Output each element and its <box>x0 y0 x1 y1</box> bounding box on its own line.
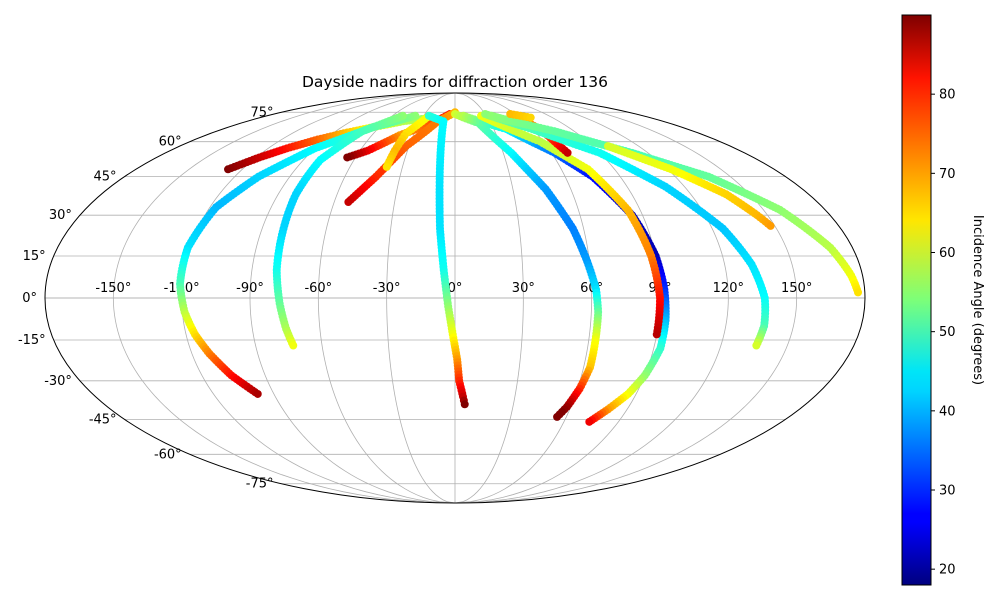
lat-tick-label: -30° <box>44 374 72 389</box>
colorbar-tick-label: 30 <box>939 484 956 499</box>
lat-tick-label: -75° <box>246 477 274 492</box>
lon-tick-label: 30° <box>512 281 535 296</box>
colorbar-tick-label: 40 <box>939 404 956 419</box>
data-point <box>344 198 353 207</box>
lat-tick-label: -45° <box>89 412 117 427</box>
lon-gridline <box>112 93 456 503</box>
colorbar-ticks: 20 30 40 50 60 70 80 <box>931 88 956 578</box>
colorbar-gradient <box>901 14 932 586</box>
lon-tick-label: -90° <box>236 281 264 296</box>
data-point <box>854 288 863 297</box>
colorbar-tick-label: 70 <box>939 167 956 182</box>
data-point <box>563 148 572 157</box>
lon-gridline <box>454 93 798 503</box>
colorbar: 20 30 40 50 60 70 80 Incidence Angle (degrees) <box>901 14 985 586</box>
lon-gridline <box>454 93 729 503</box>
data-point <box>526 113 535 122</box>
scatter-points <box>176 108 863 426</box>
lat-tick-label: -15° <box>18 333 46 348</box>
lon-tick-label: -60° <box>304 281 332 296</box>
lon-tick-label: 120° <box>713 281 744 296</box>
lon-tick-label: 150° <box>781 281 812 296</box>
colorbar-tick-label: 20 <box>939 563 956 578</box>
lat-tick-label: 45° <box>94 170 117 185</box>
data-point <box>253 389 262 398</box>
data-point <box>289 341 298 350</box>
data-point <box>752 341 761 350</box>
map-grid <box>45 93 865 503</box>
lat-tick-label: 15° <box>23 249 46 264</box>
data-point <box>460 400 469 409</box>
lat-tick-label: -60° <box>154 447 182 462</box>
lat-tick-label: 30° <box>49 208 72 223</box>
lat-tick-label: 60° <box>159 135 182 150</box>
data-point <box>585 417 594 426</box>
data-point <box>382 162 391 171</box>
colorbar-label: Incidence Angle (degrees) <box>970 215 985 385</box>
lon-tick-label: -150° <box>95 281 131 296</box>
lat-tick-label: 75° <box>250 105 273 120</box>
data-point <box>766 221 775 230</box>
colorbar-tick-label: 50 <box>939 325 956 340</box>
data-point <box>553 412 562 421</box>
data-point <box>343 153 352 162</box>
lon-tick-label: -30° <box>373 281 401 296</box>
colorbar-tick-label: 60 <box>939 246 956 261</box>
colorbar-tick-label: 80 <box>939 88 956 103</box>
data-point <box>652 330 661 339</box>
map-outline <box>44 92 866 504</box>
lon-tick-label: 0° <box>448 281 463 296</box>
latitude-tick-labels: -75° -60° -45° -30° -15° 0° 15° 30° 45° 60° 75° <box>18 105 274 491</box>
longitude-tick-labels: -150°-120°-90°-60°-30°0°30°60°90°120°150… <box>95 281 812 296</box>
lon-gridline <box>317 93 456 503</box>
chart-title: Dayside nadirs for diffraction order 136 <box>302 73 608 91</box>
lat-tick-label: 0° <box>22 291 37 306</box>
